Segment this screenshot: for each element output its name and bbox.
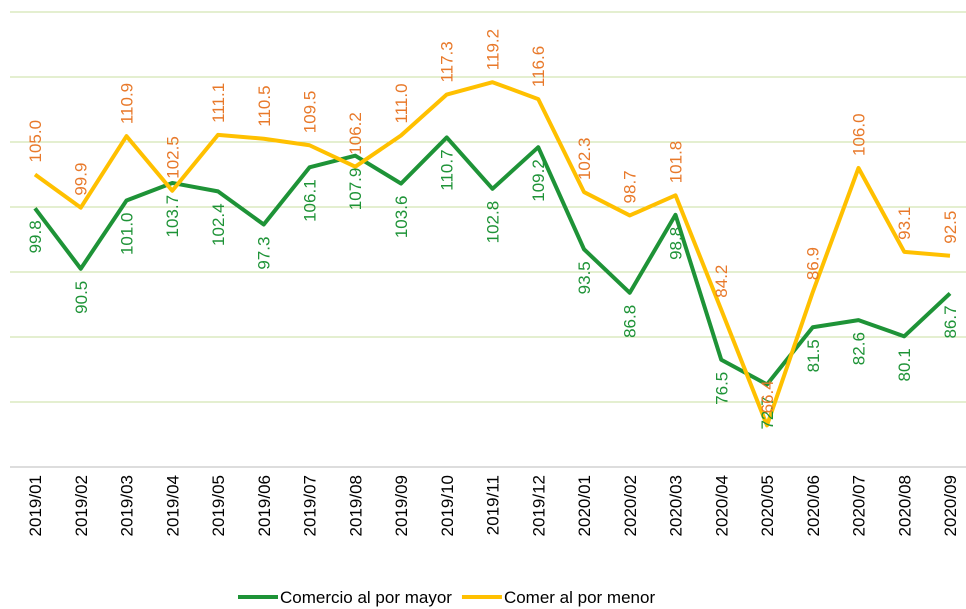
x-tick-label: 2020/06: [804, 475, 823, 536]
x-tick-label: 2020/05: [758, 475, 777, 536]
legend-label: Comer al por menor: [504, 588, 656, 607]
data-label: 76.5: [712, 372, 731, 405]
data-label: 102.4: [209, 203, 228, 246]
data-label: 93.5: [575, 261, 594, 294]
data-label: 90.5: [72, 281, 91, 314]
x-tick-label: 2019/07: [301, 475, 320, 536]
data-label: 111.0: [392, 83, 411, 123]
x-tick-label: 2020/09: [941, 475, 960, 536]
data-label: 110.7: [438, 149, 457, 190]
legend-label: Comercio al por mayor: [280, 588, 452, 607]
data-label: 106.0: [850, 113, 869, 156]
data-label: 101.0: [118, 213, 137, 256]
data-label: 102.5: [163, 136, 182, 179]
x-tick-label: 2020/07: [850, 475, 869, 536]
x-tick-label: 2019/05: [209, 475, 228, 536]
data-label: 111.1: [209, 83, 228, 123]
x-tick-label: 2020/04: [712, 475, 731, 536]
data-label: 99.9: [72, 163, 91, 196]
x-tick-label: 2019/01: [26, 475, 45, 536]
data-label: 102.3: [575, 138, 594, 181]
series-line: [33, 135, 952, 387]
data-label: 80.1: [895, 348, 914, 381]
data-label: 109.2: [529, 159, 548, 202]
data-label: 66.4: [758, 380, 777, 413]
data-label: 116.6: [529, 46, 548, 87]
data-label: 86.8: [621, 305, 640, 338]
data-label: 86.9: [804, 247, 823, 280]
x-tick-label: 2019/02: [72, 475, 91, 536]
data-label: 98.8: [667, 227, 686, 260]
data-label: 93.1: [895, 207, 914, 240]
data-label: 99.8: [26, 220, 45, 253]
x-tick-label: 2019/12: [529, 475, 548, 536]
data-label: 86.7: [941, 305, 960, 338]
x-tick-label: 2019/06: [255, 475, 274, 536]
data-label: 82.6: [850, 332, 869, 365]
data-label: 110.9: [118, 83, 137, 124]
data-label: 119.2: [484, 29, 503, 70]
x-tick-label: 2019/11: [484, 475, 503, 535]
data-label: 117.3: [438, 41, 457, 82]
data-label: 106.2: [346, 112, 365, 155]
x-tick-label: 2019/03: [118, 475, 137, 536]
data-label: 107.9: [346, 168, 365, 211]
x-tick-label: 2019/04: [163, 475, 182, 536]
data-label: 106.1: [301, 179, 320, 222]
x-tick-label: 2020/03: [667, 475, 686, 536]
data-label: 98.7: [621, 170, 640, 203]
x-tick-label: 2020/02: [621, 475, 640, 536]
data-label: 103.6: [392, 196, 411, 239]
data-label: 84.2: [712, 265, 731, 298]
data-label: 110.5: [255, 85, 274, 126]
data-label: 103.7: [163, 195, 182, 238]
x-tick-label: 2020/08: [895, 475, 914, 536]
data-label: 92.5: [941, 211, 960, 244]
data-label: 72.7: [758, 396, 777, 429]
data-label: 81.5: [804, 339, 823, 372]
x-tick-label: 2019/09: [392, 475, 411, 536]
data-label: 97.3: [255, 237, 274, 270]
data-label: 101.8: [667, 141, 686, 184]
data-label: 105.0: [26, 120, 45, 163]
series-line: [33, 80, 951, 428]
data-label: 102.8: [484, 201, 503, 244]
data-label: 109.5: [301, 91, 320, 134]
x-tick-label: 2019/10: [438, 475, 457, 536]
x-tick-label: 2019/08: [346, 475, 365, 536]
x-tick-label: 2020/01: [575, 475, 594, 536]
